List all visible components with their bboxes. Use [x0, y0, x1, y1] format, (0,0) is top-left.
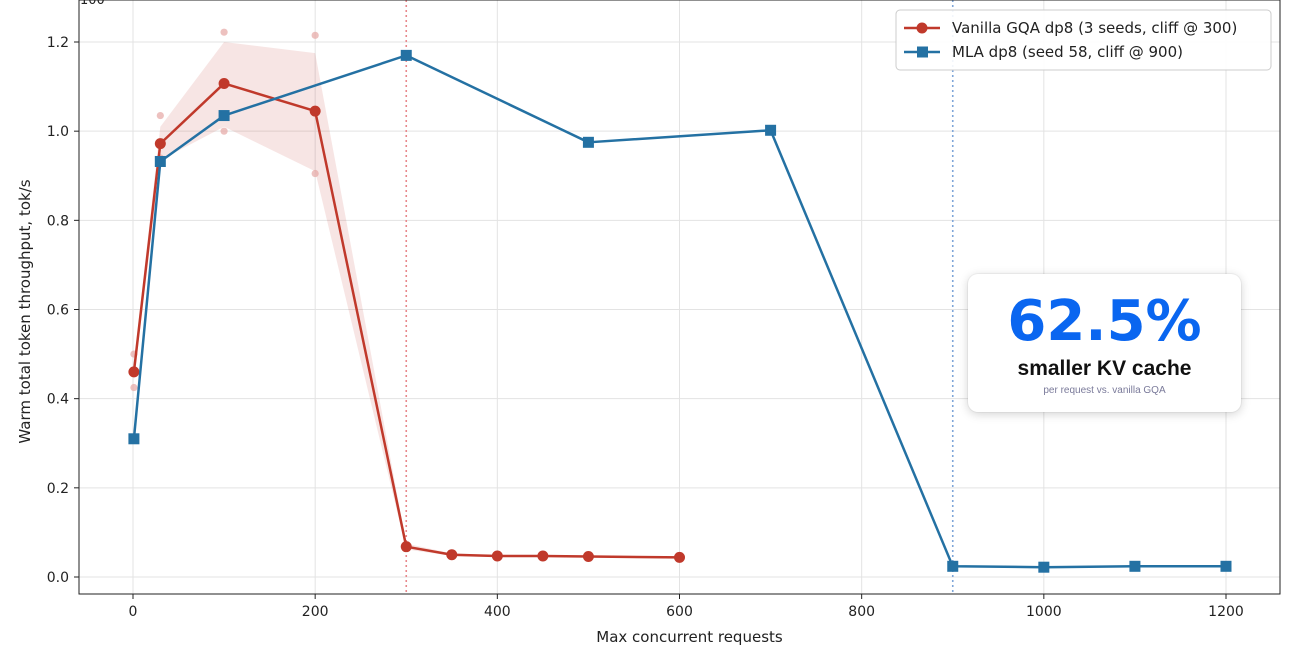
x-tick-label: 600	[666, 604, 693, 620]
x-tick-label: 1000	[1026, 604, 1062, 620]
x-tick-label: 200	[302, 604, 329, 620]
gqa-data-point	[128, 366, 140, 378]
gqa-data-point	[537, 550, 549, 562]
gqa-data-point	[400, 541, 412, 553]
gqa-seed-point	[311, 169, 319, 178]
mla-series-line	[132, 54, 1226, 569]
gqa-data-point	[491, 550, 503, 562]
y-tick-label: 1.0	[47, 124, 69, 140]
kv-cache-callout-card: 62.5% smaller KV cache per request vs. v…	[968, 274, 1241, 412]
clipped-top-label: 100	[80, 0, 105, 8]
mla-data-point	[1220, 560, 1232, 572]
x-tick-label: 0	[129, 604, 138, 620]
y-tick-label: 0.2	[47, 481, 69, 497]
mla-data-point	[128, 433, 140, 445]
x-tick-label: 400	[484, 604, 511, 620]
callout-label: smaller KV cache	[1017, 357, 1192, 380]
gqa-seed-point	[130, 383, 138, 392]
callout-note: per request vs. vanilla GQA	[1043, 385, 1166, 396]
y-axis-title: Warm total token throughput, tok/s	[16, 179, 34, 443]
mla-data-point	[218, 110, 230, 122]
gqa-data-point	[446, 549, 458, 561]
gqa-data-point	[309, 105, 321, 117]
legend-circle-marker	[916, 22, 928, 34]
mla-data-point	[947, 560, 959, 572]
x-tick-label: 1200	[1208, 604, 1244, 620]
chart-legend: Vanilla GQA dp8 (3 seeds, cliff @ 300) ML…	[895, 9, 1272, 71]
gqa-seed-point	[220, 28, 228, 36]
gqa-seed-point	[156, 111, 164, 120]
mla-data-point	[1038, 561, 1050, 573]
gqa-series-line	[132, 82, 680, 559]
callout-percentage: 62.5%	[1007, 289, 1202, 354]
mla-data-point	[582, 136, 594, 148]
legend-entry-label: Vanilla GQA dp8 (3 seeds, cliff @ 300)	[952, 19, 1237, 37]
mla-data-point	[154, 155, 166, 167]
gqa-data-point	[218, 77, 230, 89]
legend-square-marker	[917, 46, 928, 58]
y-tick-label: 0.6	[47, 303, 69, 319]
x-axis-title: Max concurrent requests	[596, 628, 783, 646]
legend-box	[895, 9, 1272, 71]
gqa-data-point	[674, 551, 685, 563]
mla-data-point	[400, 49, 412, 61]
y-tick-label: 0.4	[47, 392, 69, 408]
gqa-seed-point	[311, 31, 319, 39]
y-tick-label: 0.8	[47, 213, 69, 229]
x-tick-label: 800	[848, 604, 875, 620]
plot-content	[128, 0, 1232, 594]
y-tick-label: 0.0	[47, 570, 69, 586]
y-tick-label: 1.2	[47, 35, 69, 51]
gqa-seed-point	[220, 127, 228, 135]
gqa-data-point	[582, 550, 594, 562]
gqa-seed-band	[133, 42, 680, 559]
gqa-data-point	[154, 138, 166, 150]
legend-entry-label: MLA dp8 (seed 58, cliff @ 900)	[952, 43, 1183, 61]
mla-data-point	[765, 124, 777, 136]
mla-data-point	[1129, 560, 1141, 572]
